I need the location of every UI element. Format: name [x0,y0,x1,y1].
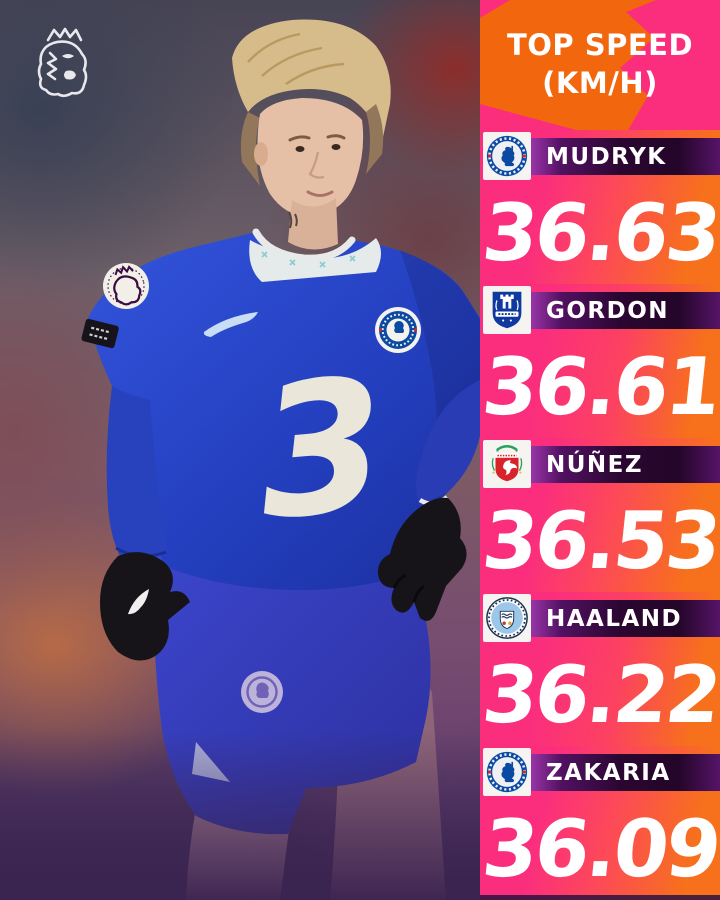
speed-value: 36.61 [480,340,720,433]
speed-value: 36.63 [480,186,720,279]
player-row-gordon: GORDON 36.61 [480,284,720,438]
player-row-zakaria: ZAKARIA 36.09 [480,746,720,900]
top-speed-panel: TOP SPEED (KM/H) MUDRYK 36.63 GORDON [480,0,720,900]
speed-value-wrap: 36.61 [480,336,720,438]
panel-title-line1: TOP SPEED [506,28,694,63]
snood [249,238,381,282]
player-photo: 3 [0,0,480,900]
hair [232,19,391,142]
speed-value: 36.22 [480,648,720,741]
club-badge [483,286,531,334]
speed-value-wrap: 36.22 [480,644,720,746]
player-name: GORDON [546,297,670,324]
name-bar: ZAKARIA [531,754,720,791]
sleeve-sponsor-patch [81,318,119,349]
chelsea-badge-icon [484,133,530,179]
player-row-nunez: NÚÑEZ 36.53 [480,438,720,592]
name-bar: GORDON [531,292,720,329]
left-glove [100,552,190,661]
chelsea-badge-icon [484,749,530,795]
right-glove [377,497,467,621]
player-head [232,19,391,282]
neck-tattoo [288,211,298,229]
right-forearm [416,380,480,506]
premier-league-logo-icon [37,27,88,98]
three-logo: 3 [250,338,395,560]
player-name: NÚÑEZ [546,451,644,478]
speed-value-wrap: 36.63 [480,182,720,284]
liverpool-badge-icon [484,441,530,487]
foreground-blur [0,730,480,900]
club-badge [483,594,531,642]
neck [288,198,338,250]
speed-value: 36.09 [480,802,720,895]
glove-swoosh-icon [128,589,149,615]
speed-value-wrap: 36.09 [480,798,720,900]
speed-value: 36.53 [480,494,720,587]
player-name: ZAKARIA [546,759,671,786]
everton-badge-icon [484,287,530,333]
zigzag-bolt-decoration [480,0,720,130]
club-badge [483,440,531,488]
name-bar: NÚÑEZ [531,446,720,483]
nike-swoosh-icon [203,312,258,337]
player-name: HAALAND [546,605,683,632]
name-bar: HAALAND [531,600,720,637]
speed-value-wrap: 36.53 [480,490,720,592]
panel-header: TOP SPEED (KM/H) [480,0,720,130]
chelsea-crest-icon [375,307,421,353]
name-bar: MUDRYK [531,138,720,175]
panel-title: TOP SPEED (KM/H) [480,0,720,130]
panel-title-line2: (KM/H) [542,66,658,100]
man-city-badge-icon [484,595,530,641]
player-name: MUDRYK [546,143,667,170]
premier-league-patch-icon [103,263,149,309]
player-row-haaland: HAALAND 36.22 [480,592,720,746]
player-row-mudryk: MUDRYK 36.63 [480,130,720,284]
shorts-crest-icon [241,671,283,713]
player-illustration: 3 [0,19,480,900]
club-badge [483,748,531,796]
club-badge [483,132,531,180]
